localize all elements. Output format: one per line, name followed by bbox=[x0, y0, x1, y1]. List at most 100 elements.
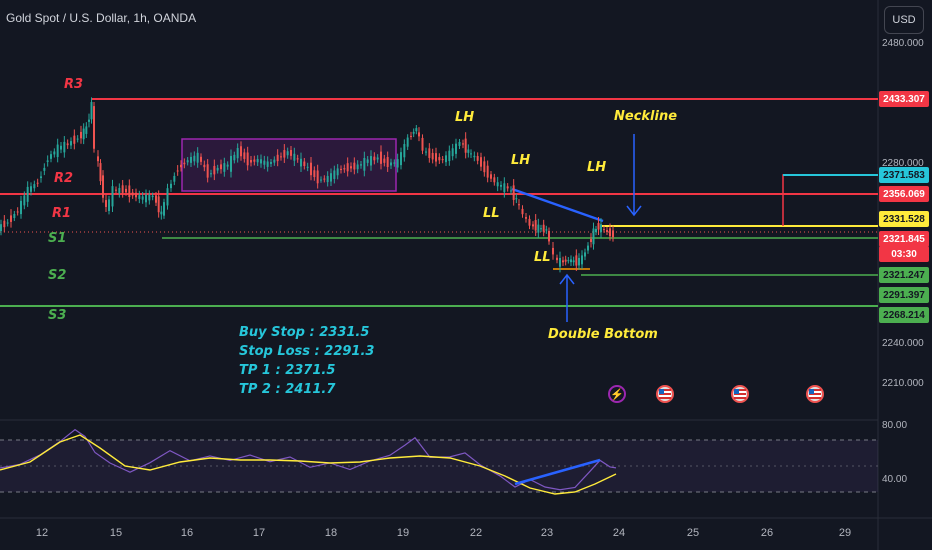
candle-body bbox=[506, 186, 509, 189]
us-flag-icon[interactable] bbox=[806, 385, 824, 403]
candle-body bbox=[128, 185, 131, 198]
descending-trendline[interactable] bbox=[511, 187, 604, 223]
candle-body bbox=[233, 154, 236, 161]
candle-body bbox=[3, 220, 6, 228]
candle-body bbox=[80, 131, 82, 139]
candle-body bbox=[23, 195, 26, 206]
stop-loss-price-tag: 2291.397 bbox=[879, 287, 929, 303]
candle-body bbox=[220, 164, 222, 170]
candle-body bbox=[276, 154, 279, 162]
candle-body bbox=[400, 152, 402, 166]
candle-body bbox=[503, 183, 506, 193]
candle-body bbox=[300, 158, 302, 167]
candle-body bbox=[141, 196, 144, 200]
candle-body bbox=[455, 143, 457, 154]
candle-body bbox=[186, 160, 189, 163]
time-label: 29 bbox=[838, 527, 852, 539]
candle-body bbox=[196, 152, 199, 163]
candle-body bbox=[353, 162, 356, 170]
candle-body bbox=[425, 151, 427, 153]
rsi-divergence-line[interactable] bbox=[514, 458, 601, 486]
tp1-price-tag: 2371.583 bbox=[879, 167, 929, 183]
candle-body bbox=[396, 159, 399, 168]
candle-body bbox=[50, 154, 52, 159]
candle-body bbox=[313, 170, 316, 178]
price-tick: 2280.000 bbox=[882, 158, 924, 169]
candle-body bbox=[73, 135, 76, 144]
candle-body bbox=[97, 156, 99, 162]
candle-body bbox=[562, 260, 564, 263]
current-price-tag: 2321.845 bbox=[879, 231, 929, 247]
candle-body bbox=[53, 151, 56, 155]
candle-body bbox=[587, 245, 589, 251]
candle-body bbox=[500, 184, 502, 187]
candle-body bbox=[521, 208, 524, 215]
candle-body bbox=[343, 168, 346, 170]
candle-body bbox=[421, 137, 424, 151]
candle-body bbox=[243, 152, 246, 159]
time-label: 19 bbox=[396, 527, 410, 539]
candle-body bbox=[612, 230, 614, 238]
candle-body bbox=[366, 159, 369, 163]
candle-body bbox=[246, 152, 249, 166]
candle-body bbox=[0, 224, 2, 231]
candle-body bbox=[600, 224, 602, 233]
candle-body bbox=[483, 161, 486, 173]
candle-body bbox=[93, 106, 95, 149]
candle-body bbox=[63, 141, 66, 153]
candle-body bbox=[431, 152, 434, 160]
rsi-tick: 40.00 bbox=[882, 474, 908, 485]
candle-body bbox=[333, 170, 336, 179]
candle-body bbox=[528, 218, 531, 226]
candle-body bbox=[406, 137, 409, 147]
candle-body bbox=[256, 159, 259, 163]
candle-body bbox=[26, 186, 29, 202]
candle-body bbox=[180, 164, 182, 168]
candle-body bbox=[203, 164, 206, 168]
r3-label: R3 bbox=[64, 77, 84, 92]
time-label: 15 bbox=[109, 527, 123, 539]
candle-body bbox=[85, 126, 88, 134]
candle-body bbox=[350, 166, 352, 169]
us-flag-icon[interactable] bbox=[731, 385, 749, 403]
time-label: 22 bbox=[469, 527, 483, 539]
candle-body bbox=[290, 150, 292, 156]
candle-body bbox=[570, 259, 572, 263]
currency-button[interactable]: USD bbox=[884, 6, 924, 34]
candle-body bbox=[480, 157, 482, 167]
r1-label: R1 bbox=[52, 206, 72, 221]
candle-body bbox=[512, 185, 515, 200]
symbol-title[interactable]: Gold Spot / U.S. Dollar, 1h, OANDA bbox=[6, 11, 197, 25]
candle-body bbox=[155, 195, 157, 203]
candle-body bbox=[470, 153, 472, 155]
candle-body bbox=[296, 158, 299, 160]
candle-body bbox=[390, 162, 392, 166]
time-label: 24 bbox=[612, 527, 626, 539]
candle-body bbox=[458, 142, 461, 146]
candle-body bbox=[250, 160, 252, 163]
lightning-icon[interactable]: ⚡ bbox=[608, 385, 626, 403]
candle-body bbox=[373, 156, 376, 161]
candle-body bbox=[340, 168, 342, 171]
candles[interactable] bbox=[0, 97, 614, 273]
candle-body bbox=[157, 196, 160, 213]
candle-body bbox=[286, 151, 289, 156]
candle-body bbox=[609, 228, 611, 237]
candle-body bbox=[490, 174, 492, 179]
candle-body bbox=[56, 144, 59, 158]
stop-loss-text: Stop Loss : 2291.3 bbox=[239, 344, 375, 359]
candle-body bbox=[223, 163, 226, 172]
candle-body bbox=[595, 228, 597, 233]
candle-body bbox=[590, 239, 592, 243]
candle-body bbox=[592, 228, 595, 245]
us-flag-icon[interactable] bbox=[656, 385, 674, 403]
candle-body bbox=[115, 189, 117, 191]
candle-body bbox=[363, 158, 366, 171]
candle-body bbox=[451, 148, 454, 157]
candle-body bbox=[476, 156, 479, 161]
candle-body bbox=[330, 173, 332, 182]
rsi-ma-line bbox=[0, 434, 617, 495]
candle-body bbox=[266, 161, 269, 167]
